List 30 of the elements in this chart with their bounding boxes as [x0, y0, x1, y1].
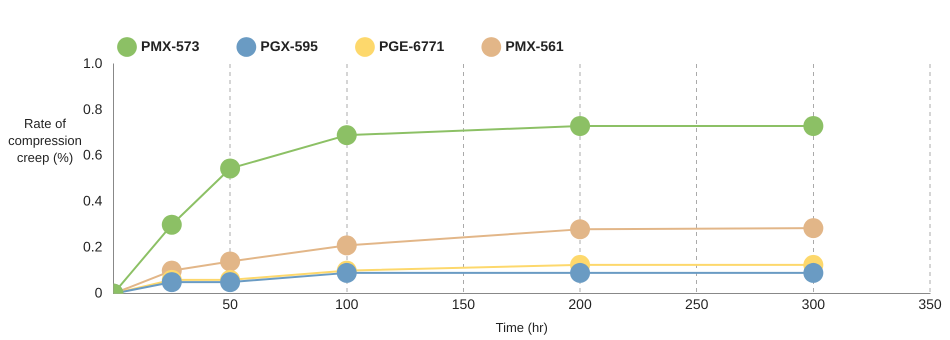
- y-tick-label: 1.0: [82, 54, 103, 71]
- point: [570, 219, 590, 240]
- point: [336, 125, 357, 146]
- point: [803, 262, 824, 283]
- legend-label: PMX-573: [141, 38, 200, 54]
- point: [803, 116, 824, 136]
- point: [162, 214, 182, 235]
- legend-label: PGE-6771: [378, 38, 445, 54]
- legend-label: PMX-561: [505, 38, 564, 54]
- point: [220, 158, 240, 178]
- point: [220, 251, 240, 272]
- y-tick-label: 0.6: [82, 146, 103, 163]
- point: [570, 116, 590, 136]
- y-tick-label: 0.8: [82, 100, 103, 117]
- x-tick-label: 50: [222, 296, 238, 312]
- x-axis-title: Time (hr): [496, 320, 548, 335]
- x-tick-label: 350: [918, 296, 942, 312]
- x-tick-label: 100: [335, 296, 359, 312]
- legend-label: PGX-595: [260, 38, 318, 54]
- y-tick-label: 0.2: [82, 238, 103, 255]
- y-axis-title: Rate of compression creep (%): [8, 116, 82, 165]
- y-tick-label: 0.4: [82, 192, 103, 209]
- x-tick-label: 250: [685, 296, 709, 312]
- x-tick-label: 150: [452, 296, 476, 312]
- point: [803, 218, 824, 238]
- point: [570, 262, 590, 283]
- y-tick-label: 0: [94, 284, 103, 300]
- x-tick-label: 200: [568, 296, 592, 312]
- point: [336, 235, 357, 256]
- x-tick-label: 300: [802, 296, 826, 312]
